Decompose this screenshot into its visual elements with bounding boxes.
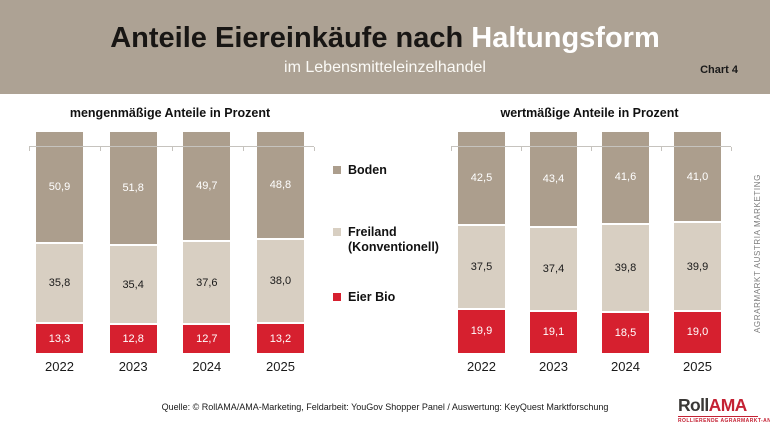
- segment-boden-2022: 42,5: [458, 132, 505, 225]
- segment-eier-bio-2025: 19,0: [674, 311, 721, 353]
- legend: Boden Freiland (Konventionell) Eier Bio: [333, 130, 445, 330]
- segment-freiland-konventionell-2022: 37,5: [458, 226, 505, 308]
- bar-2024: 49,7 37,6 12,7: [183, 132, 231, 353]
- bar-2023: 51,8 35,4 12,8: [109, 132, 157, 353]
- segment-freiland-konventionell-2023: 35,4: [109, 246, 157, 324]
- logo-tagline: ROLLIERENDE AGRARMARKT-ANALYSE: [678, 416, 770, 424]
- segment-eier-bio-2023: 12,8: [109, 325, 157, 353]
- page-title: Anteile Eiereinkäufe nach Haltungsform: [0, 22, 770, 55]
- segment-eier-bio-2022: 19,9: [458, 309, 505, 353]
- segment-eier-bio-2023: 19,1: [530, 311, 577, 353]
- bar-2023: 43,4 37,4 19,1: [530, 132, 577, 353]
- axis-label-2025: 2025: [266, 359, 295, 374]
- side-watermark-text: AGRARMARKT AUSTRIA MARKETING: [753, 174, 762, 333]
- axis-label-2023: 2023: [539, 359, 568, 374]
- axis-tick: [591, 147, 592, 151]
- axis-label-2024: 2024: [192, 359, 222, 374]
- segment-eier-bio-2022: 13,3: [36, 324, 83, 353]
- page-title-accent: Haltungsform: [471, 22, 660, 54]
- source-note: Quelle: © RollAMA/AMA-Marketing, Feldarb…: [161, 402, 609, 412]
- axis-label-2025: 2025: [683, 359, 712, 374]
- segment-boden-2022: 50,9: [36, 131, 83, 243]
- axis-tick: [521, 147, 522, 151]
- legend-swatch-freiland-icon: [333, 228, 341, 236]
- axis-tick: [29, 147, 30, 151]
- legend-item-eier-bio: Eier Bio: [333, 290, 443, 305]
- axis-label-2022: 2022: [467, 359, 496, 374]
- segment-eier-bio-2024: 18,5: [602, 312, 649, 353]
- chart-value-shares: wertmäßige Anteile in Prozent 42,5 37,5 19…: [451, 106, 732, 374]
- axis-tick: [731, 147, 732, 151]
- page-title-part1: Anteile Eiereinkäufe nach: [110, 22, 472, 54]
- rollama-logo: RollAMA ROLLIERENDE AGRARMARKT-ANALYSE: [678, 396, 770, 424]
- segment-freiland-konventionell-2024: 39,8: [602, 224, 649, 311]
- segment-boden-2023: 43,4: [530, 132, 577, 227]
- segment-boden-2025: 41,0: [674, 132, 721, 222]
- chart-volume-shares: mengenmäßige Anteile in Prozent 50,9 35,8…: [29, 106, 315, 374]
- rollama-wordmark: RollAMA: [678, 396, 758, 415]
- page-subtitle: im Lebensmitteleinzelhandel: [284, 59, 486, 76]
- x-axis-line: [29, 146, 315, 151]
- segment-freiland-konventionell-2025: 38,0: [256, 239, 304, 323]
- legend-label-eier-bio: Eier Bio: [348, 290, 396, 304]
- segment-boden-2024: 41,6: [602, 132, 649, 223]
- segment-boden-2023: 51,8: [109, 132, 157, 245]
- header-band: Anteile Eiereinkäufe nach Haltungsform i…: [0, 0, 770, 94]
- segment-freiland-konventionell-2025: 39,9: [674, 223, 721, 310]
- segment-freiland-konventionell-2022: 35,8: [36, 244, 83, 323]
- legend-swatch-eier-bio-icon: [333, 293, 341, 301]
- chart-value-plot: 42,5 37,5 19,9 43,4 37,4 19,1 41,6 39,8 18,5 41,0…: [458, 132, 721, 353]
- chart-value-title: wertmäßige Anteile in Prozent: [500, 106, 679, 120]
- logo-ama-text: AMA: [708, 395, 748, 415]
- axis-label-2024: 2024: [611, 359, 640, 374]
- axis-tick: [242, 147, 244, 151]
- chart-volume-title: mengenmäßige Anteile in Prozent: [69, 106, 271, 120]
- segment-freiland-konventionell-2023: 37,4: [530, 228, 577, 310]
- legend-item-boden: Boden: [333, 163, 443, 178]
- x-axis-line: [451, 146, 732, 151]
- axis-label-2023: 2023: [118, 359, 148, 374]
- chart-value-x-axis-labels: 2022 2023 2024 2025: [458, 359, 721, 374]
- axis-label-2022: 2022: [45, 359, 74, 374]
- segment-boden-2025: 48,8: [256, 132, 304, 238]
- bar-2022: 50,9 35,8 13,3: [36, 131, 83, 353]
- logo-roll-text: Roll: [678, 395, 709, 415]
- segment-freiland-konventionell-2024: 37,6: [183, 241, 231, 324]
- axis-tick: [314, 147, 315, 151]
- legend-label-boden: Boden: [348, 163, 387, 177]
- chart-volume-x-axis-labels: 2022 2023 2024 2025: [36, 359, 304, 374]
- bar-2025: 41,0 39,9 19,0: [674, 132, 721, 353]
- axis-tick: [661, 147, 662, 151]
- bar-2025: 48,8 38,0 13,2: [256, 132, 304, 353]
- segment-boden-2024: 49,7: [183, 132, 231, 240]
- axis-tick: [451, 147, 452, 151]
- segment-eier-bio-2025: 13,2: [256, 324, 304, 353]
- legend-swatch-boden-icon: [333, 166, 341, 174]
- axis-tick: [100, 147, 102, 151]
- bar-2024: 41,6 39,8 18,5: [602, 132, 649, 353]
- legend-item-freiland: Freiland (Konventionell): [333, 225, 443, 255]
- chart-number: Chart 4: [700, 64, 738, 76]
- bar-2022: 42,5 37,5 19,9: [458, 132, 505, 353]
- axis-tick: [171, 147, 173, 151]
- legend-label-freiland: Freiland (Konventionell): [348, 225, 439, 254]
- segment-eier-bio-2024: 12,7: [183, 325, 231, 353]
- chart-volume-plot: 50,9 35,8 13,3 51,8 35,4 12,8 49,7 37,6 12,7 48,8…: [36, 131, 304, 353]
